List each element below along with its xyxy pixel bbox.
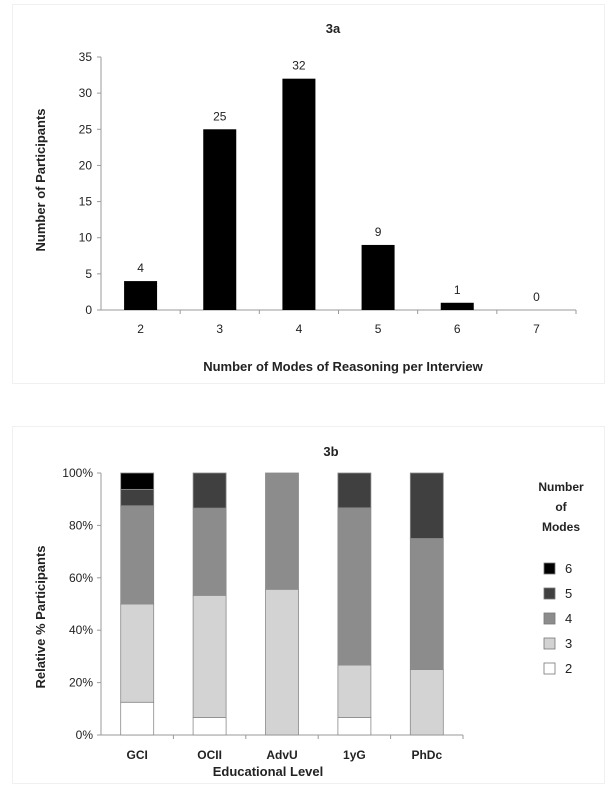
chart-3a-panel: 3a Number of Participants Number of Mode… (12, 4, 605, 384)
stacked-segment (337, 507, 372, 666)
stacked-segment (192, 472, 227, 509)
stacked-segment (120, 505, 155, 605)
y-tick-label: 30 (79, 86, 93, 100)
data-label: 0 (533, 290, 540, 304)
bar (124, 281, 158, 310)
chart-3a-xlabel: Number of Modes of Reasoning per Intervi… (203, 359, 483, 374)
stacked-segment (337, 664, 372, 718)
legend-swatch (543, 612, 556, 625)
y-tick-label: 0% (76, 728, 94, 742)
y-tick-label: 60% (69, 571, 93, 585)
legend-label: 4 (565, 611, 572, 626)
x-tick-label: 6 (454, 322, 461, 336)
y-tick-label: 80% (69, 518, 93, 532)
stacked-segment (120, 488, 155, 507)
legend-swatch (543, 562, 556, 575)
stacked-segment (265, 588, 299, 736)
y-tick-label: 10 (79, 231, 93, 245)
bar (203, 129, 237, 310)
stacked-segment (192, 717, 227, 736)
stacked-segment (265, 472, 299, 590)
y-tick-label: 0 (85, 303, 92, 317)
chart-3b-xlabel: Educational Level (213, 764, 324, 779)
chart-3b-title: 3b (323, 444, 338, 459)
legend-label: 6 (565, 561, 572, 576)
legend-swatch (543, 662, 556, 675)
bar (440, 302, 474, 310)
bar (282, 78, 316, 310)
chart-3b: 3b Relative % Participants Educational L… (33, 444, 584, 779)
y-tick-label: 35 (79, 50, 93, 64)
stacked-segment (337, 717, 372, 736)
data-label: 9 (375, 225, 382, 239)
x-tick-label: 3 (216, 322, 223, 336)
chart-3b-ylabel: Relative % Participants (33, 545, 48, 688)
y-tick-label: 5 (85, 267, 92, 281)
legend-label: 3 (565, 636, 572, 651)
data-label: 1 (454, 283, 461, 297)
y-tick-label: 20% (69, 676, 93, 690)
x-tick-label: OCII (197, 748, 222, 762)
y-tick-label: 15 (79, 195, 93, 209)
legend-label: 5 (565, 586, 572, 601)
x-tick-label: 2 (137, 322, 144, 336)
stacked-segment (409, 472, 444, 539)
data-label: 25 (213, 109, 227, 123)
y-tick-label: 40% (69, 623, 93, 637)
x-tick-label: 1yG (343, 748, 366, 762)
stacked-segment (409, 669, 444, 736)
x-tick-label: AdvU (266, 748, 297, 762)
y-tick-label: 25 (79, 122, 93, 136)
x-tick-label: 5 (375, 322, 382, 336)
stacked-segment (337, 472, 372, 509)
chart-3a: 3a Number of Participants Number of Mode… (33, 21, 577, 374)
bar (361, 244, 395, 310)
legend-label: 2 (565, 661, 572, 676)
chart-3a-title: 3a (326, 21, 341, 36)
stacked-segment (192, 594, 227, 718)
legend-swatch (543, 587, 556, 600)
stacked-segment (120, 472, 155, 490)
legend-swatch (543, 637, 556, 650)
y-tick-label: 100% (62, 466, 93, 480)
chart-3b-legend: Number of Modes 6 5 4 3 2 (538, 480, 584, 676)
x-tick-label: GCI (127, 748, 148, 762)
legend-title: Modes (542, 520, 580, 534)
data-label: 32 (292, 59, 306, 73)
stacked-segment (120, 701, 155, 736)
stacked-segment (409, 538, 444, 670)
x-tick-label: PhDc (411, 748, 442, 762)
chart-3b-panel: 3b Relative % Participants Educational L… (12, 426, 605, 784)
y-tick-label: 20 (79, 158, 93, 172)
legend-title: Number (538, 480, 584, 494)
stacked-segment (192, 507, 227, 596)
data-label: 4 (137, 261, 144, 275)
x-tick-label: 7 (533, 322, 540, 336)
chart-3a-ylabel: Number of Participants (33, 108, 48, 251)
x-tick-label: 4 (296, 322, 303, 336)
stacked-segment (120, 603, 155, 703)
legend-title: of (555, 500, 567, 514)
